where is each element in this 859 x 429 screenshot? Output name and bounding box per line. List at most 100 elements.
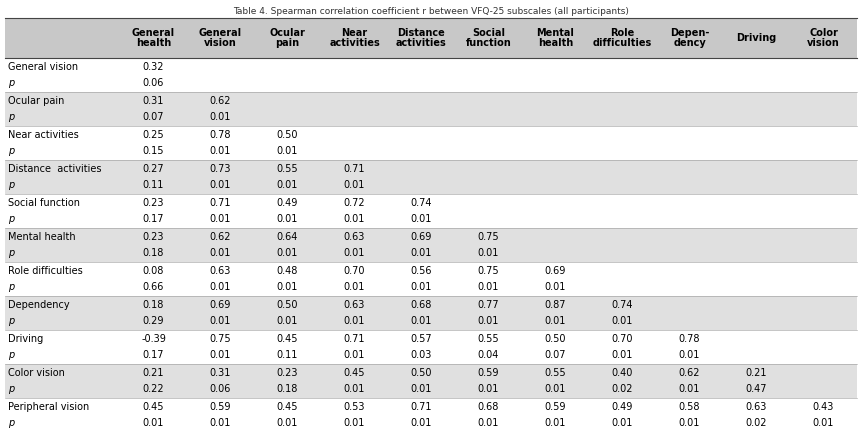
Text: 0.63: 0.63 <box>344 299 365 309</box>
Text: health: health <box>136 38 171 48</box>
Text: 0.29: 0.29 <box>143 317 164 326</box>
Text: 0.27: 0.27 <box>143 163 164 173</box>
Bar <box>5 58 857 75</box>
Text: 0.71: 0.71 <box>411 402 432 411</box>
Text: 0.63: 0.63 <box>746 402 767 411</box>
Text: 0.45: 0.45 <box>277 333 298 344</box>
Text: 0.01: 0.01 <box>813 419 834 429</box>
Text: 0.01: 0.01 <box>545 317 566 326</box>
Text: Role difficulties: Role difficulties <box>8 266 82 275</box>
Text: 0.01: 0.01 <box>277 317 298 326</box>
Text: 0.31: 0.31 <box>210 368 231 378</box>
Bar <box>5 177 857 194</box>
Text: 0.03: 0.03 <box>411 350 432 360</box>
Text: 0.73: 0.73 <box>210 163 231 173</box>
Text: 0.45: 0.45 <box>277 402 298 411</box>
Text: 0.15: 0.15 <box>143 146 164 157</box>
Text: 0.47: 0.47 <box>746 384 767 395</box>
Text: 0.58: 0.58 <box>679 402 700 411</box>
Text: 0.71: 0.71 <box>344 333 365 344</box>
Text: 0.01: 0.01 <box>344 283 365 293</box>
Text: 0.01: 0.01 <box>277 214 298 224</box>
Text: 0.71: 0.71 <box>210 197 231 208</box>
Text: p: p <box>8 384 15 395</box>
Text: Distance: Distance <box>398 28 445 38</box>
Text: General vision: General vision <box>8 61 78 72</box>
Text: -0.39: -0.39 <box>141 333 166 344</box>
Text: 0.01: 0.01 <box>210 112 231 123</box>
Text: 0.63: 0.63 <box>210 266 231 275</box>
Text: 0.04: 0.04 <box>478 350 499 360</box>
Text: 0.68: 0.68 <box>411 299 432 309</box>
Bar <box>5 75 857 92</box>
Text: 0.01: 0.01 <box>545 283 566 293</box>
Text: 0.40: 0.40 <box>612 368 633 378</box>
Text: General: General <box>132 28 175 38</box>
Text: 0.07: 0.07 <box>143 112 164 123</box>
Text: p: p <box>8 214 15 224</box>
Text: 0.01: 0.01 <box>612 350 633 360</box>
Text: p: p <box>8 79 15 88</box>
Text: p: p <box>8 112 15 123</box>
Bar <box>5 415 857 429</box>
Text: p: p <box>8 283 15 293</box>
Text: 0.01: 0.01 <box>411 214 432 224</box>
Text: Distance  activities: Distance activities <box>8 163 101 173</box>
Text: 0.70: 0.70 <box>344 266 365 275</box>
Bar <box>5 262 857 279</box>
Text: activities: activities <box>329 38 380 48</box>
Text: 0.75: 0.75 <box>210 333 231 344</box>
Bar <box>5 109 857 126</box>
Text: 0.32: 0.32 <box>143 61 164 72</box>
Text: 0.68: 0.68 <box>478 402 499 411</box>
Text: Mental health: Mental health <box>8 232 76 242</box>
Text: 0.69: 0.69 <box>545 266 566 275</box>
Text: 0.50: 0.50 <box>545 333 566 344</box>
Text: 0.01: 0.01 <box>210 146 231 157</box>
Text: Driving: Driving <box>8 333 43 344</box>
Text: 0.69: 0.69 <box>210 299 231 309</box>
Text: 0.55: 0.55 <box>545 368 566 378</box>
Text: Ocular: Ocular <box>270 28 306 38</box>
Text: Table 4. Spearman correlation coefficient r between VFQ-25 subscales (all partic: Table 4. Spearman correlation coefficien… <box>233 6 629 15</box>
Text: 0.01: 0.01 <box>277 283 298 293</box>
Text: 0.62: 0.62 <box>210 96 231 106</box>
Text: 0.11: 0.11 <box>143 181 164 190</box>
Bar <box>5 245 857 262</box>
Text: dency: dency <box>673 38 706 48</box>
Text: 0.23: 0.23 <box>143 232 164 242</box>
Text: Mental: Mental <box>537 28 575 38</box>
Text: 0.01: 0.01 <box>478 248 499 259</box>
Text: 0.74: 0.74 <box>612 299 633 309</box>
Text: 0.55: 0.55 <box>478 333 499 344</box>
Bar <box>5 330 857 347</box>
Bar <box>5 279 857 296</box>
Text: 0.75: 0.75 <box>478 266 499 275</box>
Text: 0.01: 0.01 <box>210 214 231 224</box>
Text: p: p <box>8 419 15 429</box>
Text: 0.63: 0.63 <box>344 232 365 242</box>
Text: Peripheral vision: Peripheral vision <box>8 402 89 411</box>
Bar <box>5 296 857 313</box>
Text: 0.01: 0.01 <box>210 283 231 293</box>
Text: 0.23: 0.23 <box>277 368 298 378</box>
Bar <box>5 381 857 398</box>
Text: 0.01: 0.01 <box>411 419 432 429</box>
Text: 0.01: 0.01 <box>210 350 231 360</box>
Text: 0.17: 0.17 <box>143 350 164 360</box>
Bar <box>5 18 857 58</box>
Text: Role: Role <box>611 28 635 38</box>
Text: 0.66: 0.66 <box>143 283 164 293</box>
Bar <box>5 194 857 211</box>
Text: 0.01: 0.01 <box>143 419 164 429</box>
Text: 0.08: 0.08 <box>143 266 164 275</box>
Text: 0.72: 0.72 <box>344 197 365 208</box>
Text: Dependency: Dependency <box>8 299 70 309</box>
Text: 0.01: 0.01 <box>545 384 566 395</box>
Text: 0.01: 0.01 <box>612 419 633 429</box>
Text: Color vision: Color vision <box>8 368 65 378</box>
Text: 0.45: 0.45 <box>143 402 164 411</box>
Text: Near: Near <box>341 28 368 38</box>
Text: 0.01: 0.01 <box>411 317 432 326</box>
Text: p: p <box>8 181 15 190</box>
